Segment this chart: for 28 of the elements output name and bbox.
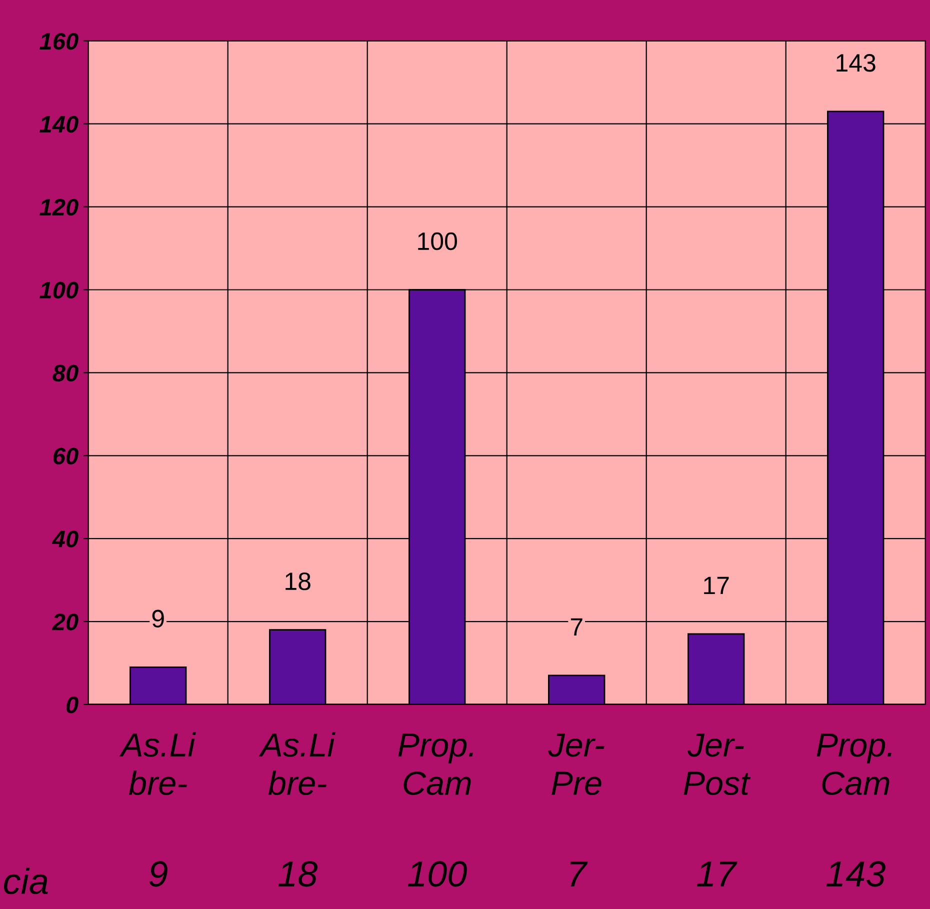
y-tick-label: 140: [40, 116, 78, 133]
x-tick-label: Jer- Post: [684, 733, 751, 796]
y-tick-label: 0: [66, 696, 78, 714]
x-tick-label: As.Li bre-: [119, 732, 196, 796]
y-tick-label: 80: [52, 364, 78, 382]
text: 18: [278, 861, 318, 887]
text: 143: [826, 861, 886, 887]
text: cia: [4, 868, 48, 894]
data-label: 7: [570, 618, 582, 636]
data-label: 17: [704, 576, 729, 594]
data-label: 143: [836, 54, 876, 72]
x-tick-label: Jer- Pre: [548, 733, 604, 796]
data-label: 18: [286, 572, 310, 590]
text: 100: [408, 861, 467, 887]
text: 7: [570, 862, 588, 886]
y-tick-label: 40: [52, 530, 78, 548]
text: 9: [149, 861, 168, 887]
y-tick-label: 60: [53, 448, 78, 464]
text: 17: [696, 862, 738, 886]
data-label: 9: [152, 610, 164, 628]
x-tick-label: Prop. Cam: [398, 733, 473, 796]
data-label: 100: [418, 232, 457, 250]
y-tick-label: 160: [40, 32, 78, 50]
x-tick-label: As.Li bre-: [258, 732, 336, 796]
y-tick-label: 20: [52, 614, 78, 630]
y-tick-label: 100: [40, 282, 78, 299]
y-tick-label: 120: [40, 198, 78, 216]
x-tick-label: Prop. Cam: [816, 733, 892, 796]
